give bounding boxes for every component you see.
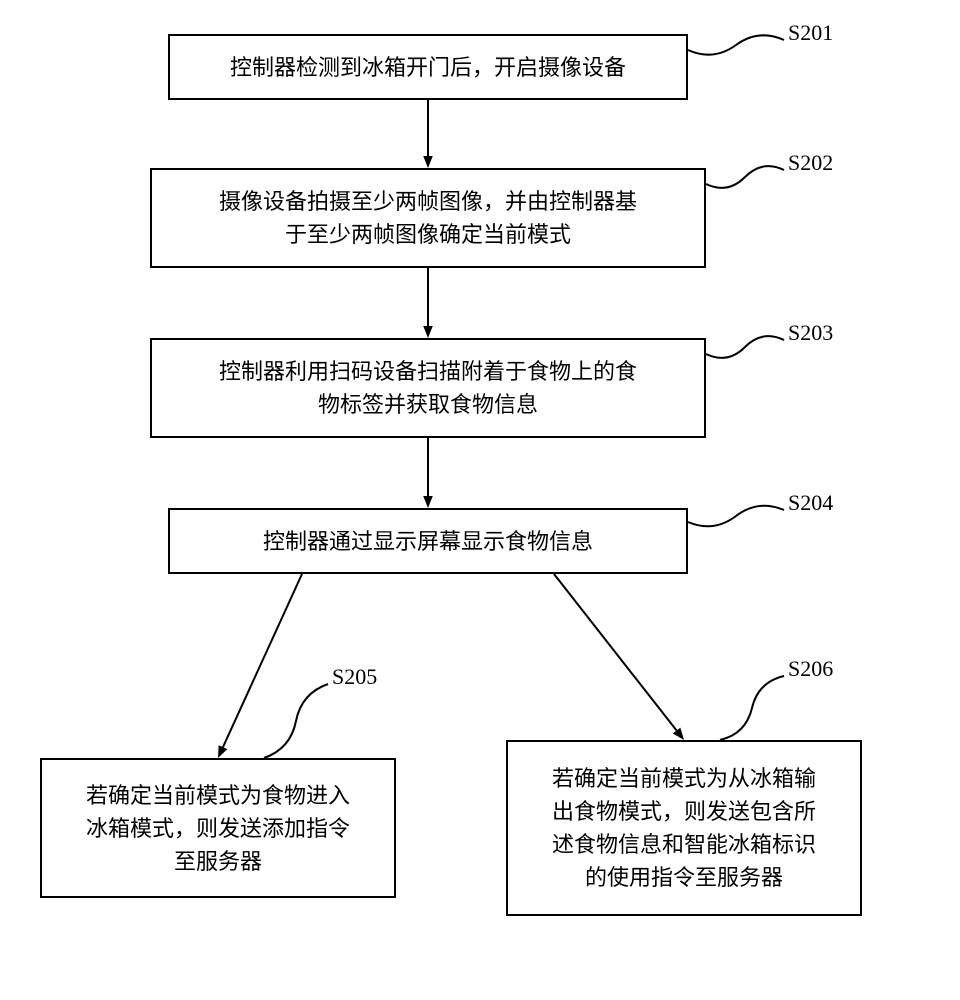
leader-s206 [0,0,960,1000]
flowchart-container: 控制器检测到冰箱开门后，开启摄像设备摄像设备拍摄至少两帧图像，并由控制器基 于至… [0,0,960,1000]
